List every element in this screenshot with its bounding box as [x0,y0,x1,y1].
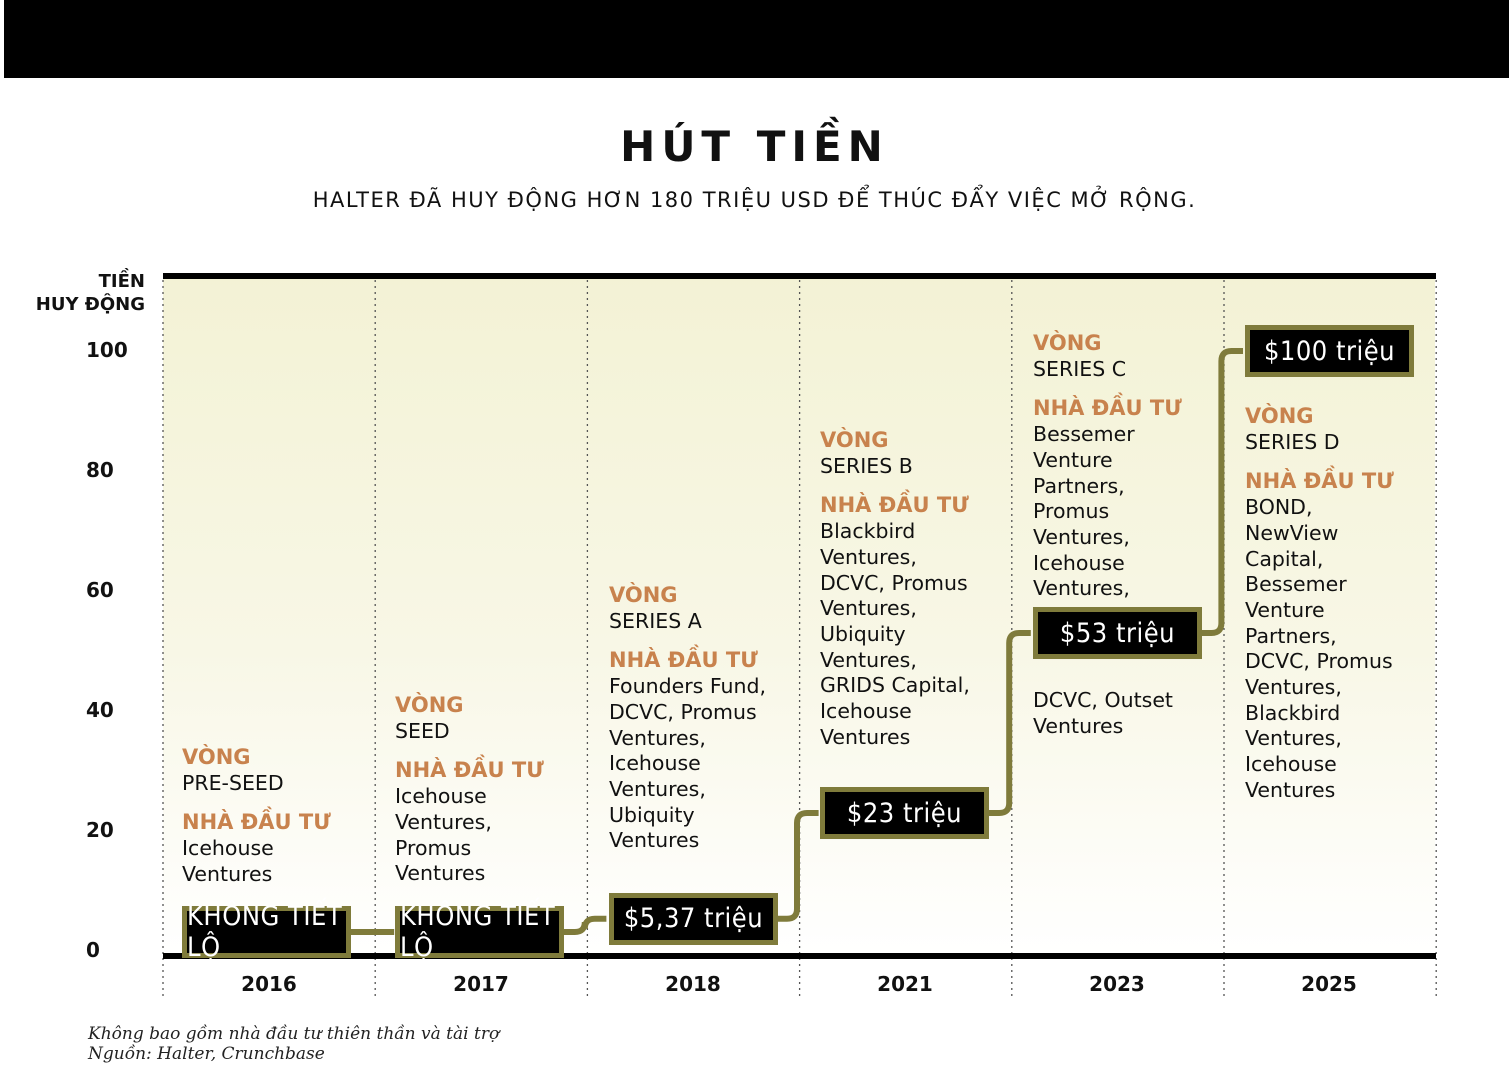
value-label-2025: $100 triệu [1245,325,1414,377]
investor-line: Venture [1033,447,1113,472]
investor-line: Bessemer [1245,572,1347,597]
round-block-2023: VÒNG SERIES C NHÀ ĐẦU TƯ Bessemer Ventur… [1033,331,1223,602]
investor-line: Icehouse [395,784,487,809]
round-block-2025: VÒNG SERIES D NHÀ ĐẦU TƯ BOND, NewView C… [1245,404,1435,804]
round-name: PRE-SEED [182,770,284,795]
investor-line: Ubiquity [609,802,695,827]
x-tick-label: 2018 [665,972,721,996]
x-tick-label: 2023 [1089,972,1145,996]
investor-line: DCVC, Outset [1033,688,1173,712]
y-axis-label: TIỀN HUY ĐỘNG [20,270,145,316]
funding-step-line [351,348,1243,935]
investor-heading: NHÀ ĐẦU TƯ [395,758,544,783]
investor-line: Icehouse [1245,752,1337,777]
investor-line: Ventures [1245,777,1336,802]
footnote-exclusion: Không bao gồm nhà đầu tư thiên thần và t… [88,1024,500,1044]
round-name: SERIES A [609,608,702,633]
investor-line: Ubiquity [820,621,906,646]
investor-heading: NHÀ ĐẦU TƯ [609,648,758,673]
investor-line: Ventures, [1245,675,1342,700]
investor-line: Partners, [1245,623,1337,648]
footnote-source: Nguồn: Halter, Crunchbase [88,1044,325,1064]
investor-line: DCVC, Promus [609,699,757,724]
x-tick-label: 2021 [877,972,933,996]
value-label-2023: $53 triệu [1033,607,1202,659]
value-label-2021: $23 triệu [820,787,989,839]
y-tick-label: 0 [86,938,100,962]
investor-line: Blackbird [1245,700,1341,725]
y-axis-label-line1: TIỀN [98,271,145,292]
y-tick-label: 40 [86,698,114,722]
investor-line: GRIDS Capital, [820,673,970,698]
value-label-2018: $5,37 triệu [609,892,778,945]
investor-heading: NHÀ ĐẦU TƯ [1245,469,1394,494]
investor-line: Venture [1245,597,1325,622]
investor-line: Ventures, [820,647,917,672]
round-name: SERIES B [820,453,913,478]
round-heading: VÒNG [182,745,251,769]
investor-line: Ventures, [820,544,917,569]
round-name: SERIES D [1245,429,1340,454]
investor-line: Ventures [1033,713,1124,738]
y-tick-label: 100 [86,338,128,362]
x-tick-label: 2016 [241,972,297,996]
chart-subtitle: HALTER ĐÃ HUY ĐỘNG HƠN 180 TRIỆU USD ĐỂ … [312,188,1197,212]
value-label-2016: KHÔNG TIẾT LỘ [182,901,351,963]
y-axis-label-line2: HUY ĐỘNG [35,294,145,315]
round-name: SERIES C [1033,356,1127,381]
round-heading: VÒNG [1245,404,1314,428]
round-block-2018: VÒNG SERIES A NHÀ ĐẦU TƯ Founders Fund, … [609,583,799,854]
investor-line: Ventures [395,861,486,886]
y-tick-label: 60 [86,578,114,602]
investor-line: BOND, [1245,495,1313,520]
round-block-2023-continued: DCVC, Outset Ventures [1033,688,1223,739]
investor-line: Blackbird [820,519,916,544]
investor-line: Ventures, [609,776,706,801]
round-block-2021: VÒNG SERIES B NHÀ ĐẦU TƯ Blackbird Ventu… [820,428,1010,750]
investor-line: Icehouse [182,836,274,861]
x-tick-label: 2017 [453,972,509,996]
round-heading: VÒNG [395,693,464,717]
investor-heading: NHÀ ĐẦU TƯ [820,493,969,518]
investor-line: Partners, [1033,473,1125,498]
investor-line: Bessemer [1033,422,1135,447]
round-heading: VÒNG [1033,331,1102,355]
investor-line: Promus [395,835,472,860]
top-black-bar [4,0,1509,78]
investor-line: Ventures [182,861,273,886]
investor-line: Ventures, [1245,726,1342,751]
investor-line: Founders Fund, [609,674,767,699]
chart-title: HÚT TIỀN [620,122,889,171]
round-block-2017: VÒNG SEED NHÀ ĐẦU TƯ Icehouse Ventures, … [395,693,575,887]
investor-line: Icehouse [1033,550,1125,575]
y-tick-label: 20 [86,818,114,842]
x-tick-label: 2025 [1301,972,1357,996]
investor-line: NewView [1245,520,1339,545]
investor-line: Ventures, [609,725,706,750]
investor-line: Ventures, [1033,524,1130,549]
investor-line: Ventures [820,724,911,749]
investor-line: DCVC, Promus [1245,649,1393,674]
investor-heading: NHÀ ĐẦU TƯ [1033,396,1182,421]
investor-line: Ventures, [1033,576,1130,601]
investor-line: Icehouse [820,699,912,724]
investor-line: DCVC, Promus [820,570,968,595]
y-tick-label: 80 [86,458,114,482]
investor-heading: NHÀ ĐẦU TƯ [182,810,331,835]
investor-line: Capital, [1245,546,1324,571]
round-block-2016: VÒNG PRE-SEED NHÀ ĐẦU TƯ Icehouse Ventur… [182,745,362,888]
investor-line: Ventures [609,828,700,853]
investor-line: Ventures, [395,809,492,834]
round-heading: VÒNG [609,583,678,607]
investor-line: Icehouse [609,751,701,776]
value-label-2017: KHÔNG TIẾT LỘ [395,901,564,963]
investor-line: Ventures, [820,596,917,621]
round-heading: VÒNG [820,428,889,452]
investor-line: Promus [1033,499,1110,524]
round-name: SEED [395,718,450,743]
